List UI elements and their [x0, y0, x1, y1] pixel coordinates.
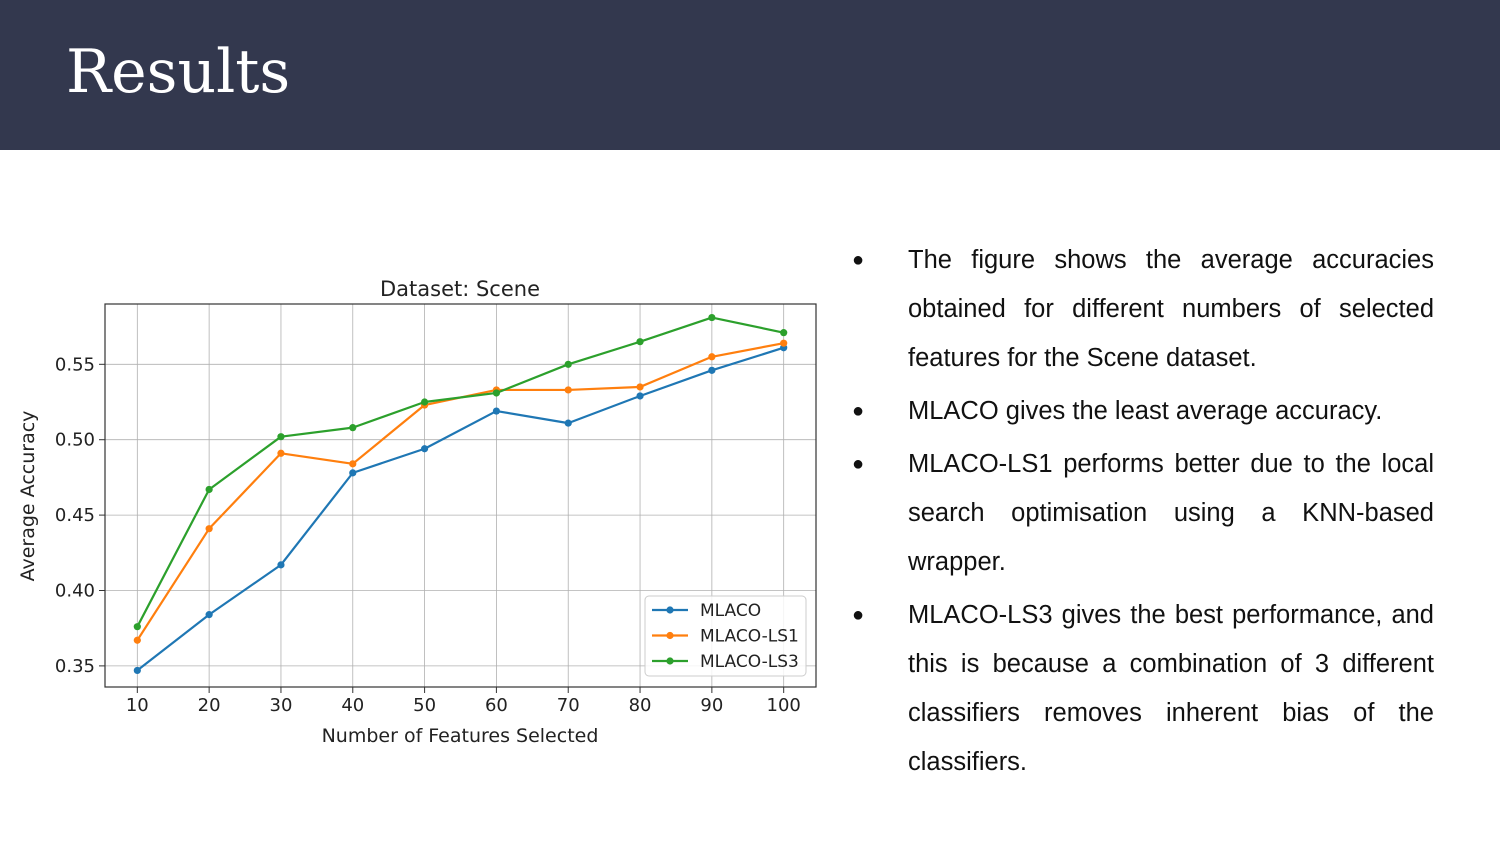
bullet-text: MLACO-LS1 performs better due to the loc… [908, 450, 1434, 576]
bullet-dot-icon: ● [852, 249, 865, 271]
series-line-mlaco [136, 346, 785, 672]
y-tick-label: 0.55 [55, 354, 95, 375]
y-tick-label: 0.50 [55, 430, 95, 451]
x-tick-label: 20 [198, 695, 221, 716]
legend-swatch-marker [666, 606, 674, 614]
y-tick-label: 0.45 [55, 505, 95, 526]
slide-header: Results [0, 0, 1500, 150]
x-tick-label: 50 [413, 695, 436, 716]
x-tick-label: 60 [485, 695, 508, 716]
bullet-item: ● MLACO gives the least average accuracy. [852, 387, 1434, 436]
data-point [349, 469, 357, 477]
data-point [564, 360, 572, 368]
bullet-dot-icon: ● [852, 453, 865, 475]
y-tick-label: 0.35 [55, 656, 95, 677]
data-point [133, 623, 141, 631]
grid-lines [105, 304, 816, 687]
x-axis-label: Number of Features Selected [322, 725, 599, 747]
data-point [708, 313, 716, 322]
data-point [636, 383, 644, 391]
data-point [420, 398, 429, 406]
series-lines [133, 313, 788, 675]
legend-label: MLACO-LS3 [700, 652, 799, 672]
x-tick-label: 40 [341, 695, 364, 716]
x-tick-label: 30 [270, 695, 293, 716]
plot-frame [104, 303, 817, 688]
bullet-text: MLACO gives the least average accuracy. [908, 397, 1383, 425]
chart-title: Dataset: Scene [380, 277, 540, 301]
bullet-item: ● MLACO-LS3 gives the best performance, a… [852, 591, 1434, 787]
bullet-list: ● The figure shows the average accuracies… [852, 236, 1434, 791]
bullet-dot-icon: ● [852, 400, 865, 422]
data-point [564, 386, 572, 394]
legend-swatch-marker [666, 657, 674, 665]
data-point [636, 392, 644, 400]
data-point [277, 449, 285, 457]
data-point [133, 666, 141, 675]
x-tick-label: 80 [629, 695, 652, 716]
bullet-text: The figure shows the average accuracies … [908, 246, 1434, 372]
bullet-dot-icon: ● [852, 604, 865, 626]
x-tick-label: 10 [126, 695, 149, 716]
data-point [708, 353, 716, 361]
data-point [420, 445, 429, 453]
data-point [780, 329, 788, 337]
data-point [708, 366, 716, 374]
legend-box [644, 595, 807, 677]
data-point [133, 636, 141, 644]
legend-swatch-marker [666, 631, 674, 640]
legend-label: MLACO-LS1 [700, 627, 799, 647]
x-tick-label: 70 [557, 695, 580, 716]
series-line-mlaco-ls3 [136, 316, 784, 628]
data-point [277, 561, 285, 569]
x-tick-label: 100 [767, 695, 801, 716]
x-tick-label: 90 [700, 695, 723, 716]
y-tick-label: 0.40 [55, 580, 95, 601]
slide-title: Results [66, 37, 291, 107]
bullet-item: ● The figure shows the average accuracies… [852, 236, 1434, 383]
legend: MLACO MLACO-LS1 MLACO-LS3 [644, 595, 807, 677]
data-point [349, 460, 357, 468]
legend-label: MLACO [700, 601, 761, 621]
data-point [205, 525, 213, 533]
data-point [492, 389, 501, 397]
line-chart: Dataset: Scene 10 20 30 40 50 60 70 80 90 100 0.35… [17, 277, 817, 747]
bullet-text: MLACO-LS3 gives the best performance, an… [908, 601, 1434, 776]
data-point [205, 611, 213, 619]
data-point [205, 485, 213, 494]
data-point [492, 407, 501, 415]
data-point [277, 433, 285, 441]
bullet-item: ● MLACO-LS1 performs better due to the lo… [852, 440, 1434, 587]
axis-ticks: 10 20 30 40 50 60 70 80 90 100 0.35 0.40 0.45 0.50 0.5… [55, 354, 801, 716]
data-point [564, 419, 572, 427]
data-point [636, 338, 644, 346]
data-point [349, 424, 357, 432]
y-axis-label: Average Accuracy [17, 411, 39, 582]
data-point [780, 339, 788, 347]
